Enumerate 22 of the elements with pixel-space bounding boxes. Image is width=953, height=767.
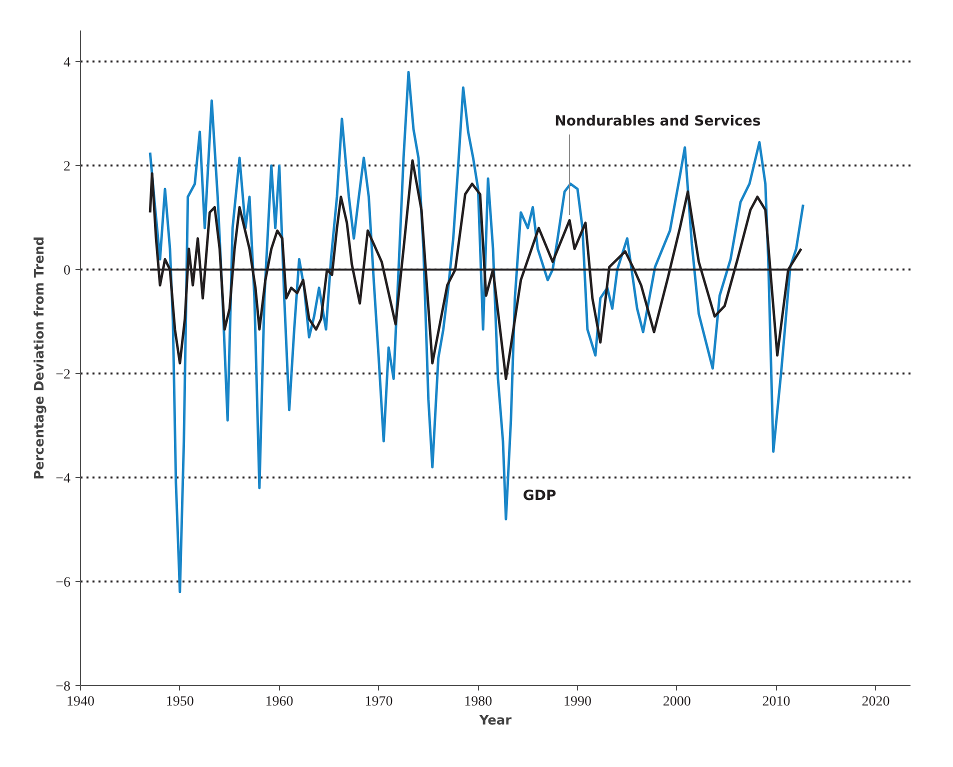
x-tick-label: 2020 <box>862 694 890 710</box>
y-tick-label: −6 <box>56 576 71 591</box>
x-axis-title: Year <box>478 714 512 728</box>
y-tick-label: −8 <box>56 680 71 694</box>
line-series <box>148 159 802 380</box>
x-tick-label: 2000 <box>662 694 691 710</box>
x-tick-label: 1970 <box>364 694 393 710</box>
y-axis-title: Percentage Deviation from Trend <box>32 236 48 480</box>
line-series <box>148 70 804 594</box>
y-tick-label: 0 <box>64 264 70 279</box>
x-tick-label: 1960 <box>265 694 294 710</box>
y-tick-label: 2 <box>64 160 70 175</box>
y-tick-label: −4 <box>56 472 71 487</box>
x-tick-label: 2010 <box>762 694 790 710</box>
x-tick-label: 1990 <box>564 694 592 710</box>
series-label: GDP <box>522 488 556 504</box>
x-tick-label: 1950 <box>166 694 194 710</box>
y-tick-label: −2 <box>56 368 71 383</box>
x-tick-label: 1980 <box>464 694 492 710</box>
x-tick-label: 1940 <box>66 694 94 710</box>
y-tick-label: 4 <box>64 56 70 71</box>
text: Nondurables and Services <box>554 113 761 130</box>
